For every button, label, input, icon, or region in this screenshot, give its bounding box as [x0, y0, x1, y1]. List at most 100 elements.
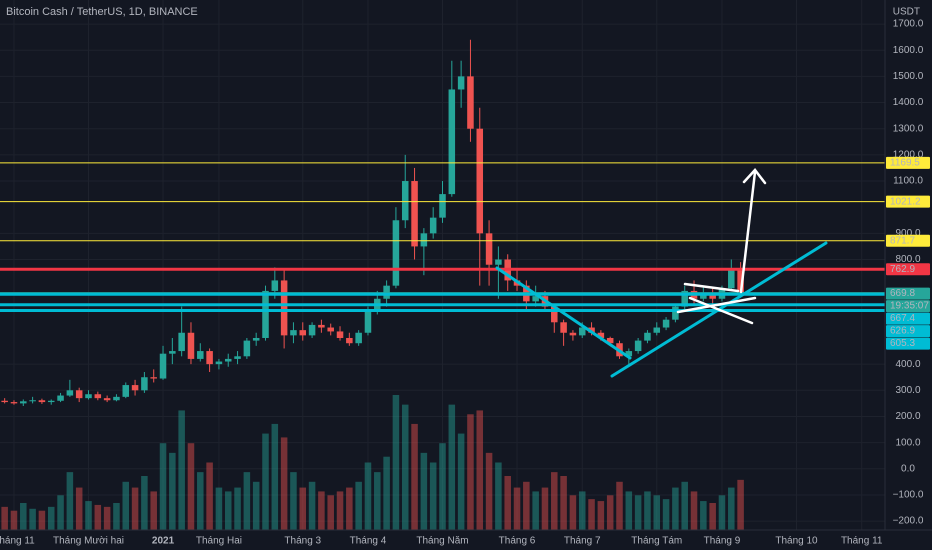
candle-body — [308, 324, 316, 336]
price-label: 669.8 — [890, 288, 915, 299]
volume-bar — [662, 499, 670, 530]
candle-body — [700, 293, 707, 299]
y-tick-label: 1600.0 — [893, 45, 924, 56]
volume-bar — [234, 487, 241, 530]
volume-bar — [588, 499, 595, 530]
volume-bar — [131, 487, 139, 530]
countdown-box — [886, 300, 930, 313]
volume-bar — [262, 433, 269, 530]
volume-bar — [672, 487, 679, 530]
volume-bar — [728, 487, 735, 530]
volume-bar — [122, 481, 130, 530]
x-tick-label: 2021 — [152, 536, 175, 547]
candle-body — [252, 337, 260, 341]
volume-bar — [644, 491, 651, 530]
volume-bar — [420, 452, 428, 530]
candle-body — [346, 337, 353, 344]
candle-body — [113, 396, 120, 401]
volume-bar — [616, 481, 623, 530]
price-label-box — [886, 312, 930, 325]
volume-bar — [47, 506, 55, 530]
candle-body — [178, 332, 185, 352]
candle-body — [280, 280, 288, 336]
volume-bar — [38, 510, 46, 530]
candle-body — [336, 331, 344, 338]
candle-body — [355, 332, 362, 344]
volume-bar — [625, 491, 633, 530]
candle-body — [672, 306, 679, 320]
price-label: 762.9 — [890, 264, 915, 275]
x-tick-label: Tháng Mười hai — [53, 536, 124, 547]
volume-bar — [141, 476, 148, 530]
volume-bar — [346, 487, 353, 530]
x-tick-label: Tháng 4 — [350, 536, 387, 547]
volume-bar — [541, 487, 549, 530]
volume-bar — [439, 443, 446, 530]
y-tick-label: 400.0 — [895, 359, 920, 370]
volume-bar — [578, 491, 586, 530]
candle-body — [10, 402, 18, 404]
candle-body — [197, 351, 204, 359]
candle-body — [495, 259, 502, 265]
countdown: 19:35:07 — [890, 301, 929, 312]
volume-bar — [243, 472, 251, 530]
volume-bar — [560, 476, 567, 530]
candle-body — [122, 385, 130, 397]
candle-body — [392, 220, 400, 286]
x-tick-label: Tháng 6 — [499, 536, 536, 547]
price-label-box — [886, 195, 930, 208]
volume-bar — [532, 491, 539, 530]
candle-body — [20, 401, 27, 404]
candle-body — [38, 400, 46, 403]
volume-bar — [495, 462, 502, 530]
volume-bar — [57, 495, 64, 530]
candle-body — [290, 330, 297, 336]
volume-bar — [224, 491, 232, 530]
candle-body — [364, 311, 372, 333]
price-label-box — [886, 325, 930, 338]
candle-body — [94, 394, 102, 399]
volume-bar — [327, 495, 334, 530]
volume-bar — [448, 404, 456, 530]
y-tick-label: 1500.0 — [893, 71, 924, 82]
triangle-line — [676, 296, 757, 314]
candle-body — [569, 332, 577, 336]
candle-body — [271, 280, 279, 291]
price-label: 667.4 — [890, 313, 915, 324]
candle-body — [625, 351, 633, 357]
candle-body — [243, 340, 251, 357]
volume-bar — [187, 443, 195, 530]
triangle-line — [683, 282, 740, 293]
candle-body — [597, 332, 605, 338]
candle-body — [532, 296, 539, 302]
price-label: 1169.5 — [890, 157, 920, 168]
volume-bar — [429, 462, 437, 530]
candle-body — [448, 89, 456, 195]
candle-body — [206, 351, 213, 365]
candle-body — [485, 233, 493, 265]
candle-body — [709, 293, 716, 299]
price-label: 871.7 — [890, 235, 915, 246]
candle-body — [29, 400, 36, 402]
candle-body — [234, 356, 241, 359]
y-tick-label: 0.0 — [901, 463, 915, 474]
y-tick-label: 1700.0 — [893, 19, 924, 30]
candle-body — [57, 395, 64, 401]
trend-line — [495, 266, 632, 360]
volume-bar — [215, 487, 223, 530]
x-tick-label: Tháng 3 — [284, 536, 321, 547]
volume-bar — [206, 462, 213, 530]
candle-body — [299, 330, 307, 336]
volume-bar — [169, 452, 176, 530]
volume-bar — [252, 481, 260, 530]
candle-body — [103, 398, 111, 401]
triangle-line — [688, 296, 754, 325]
candle-body — [662, 319, 670, 328]
volume-bar — [709, 503, 716, 530]
x-tick-label: Tháng Hai — [196, 536, 242, 547]
candle-body — [551, 306, 558, 323]
candle-body — [467, 76, 474, 129]
volume-bar — [634, 495, 642, 530]
labels: 1700.0 1600.0 1500.0 1400.0 1300.0 1200.0 1100… — [0, 19, 930, 547]
